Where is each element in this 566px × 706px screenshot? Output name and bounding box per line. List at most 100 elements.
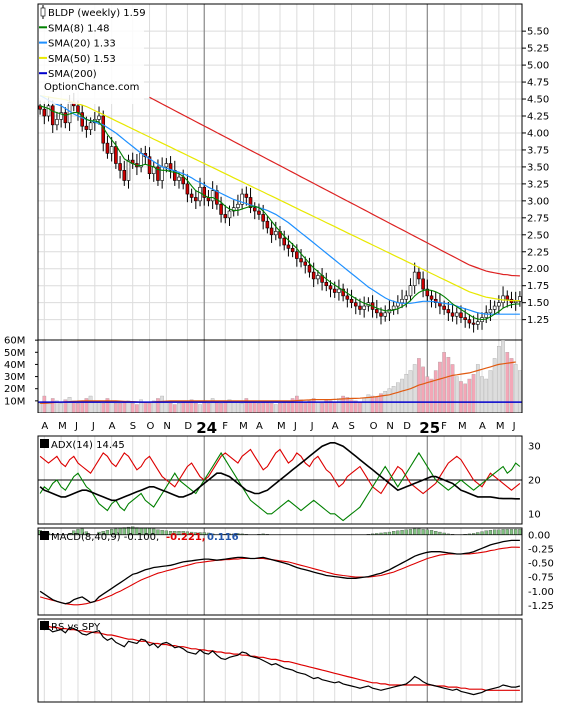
candle-body [164,163,169,168]
volume-bar [42,395,47,414]
price-tick-label: 2.00 [527,264,549,275]
volume-bar [185,401,190,414]
macd-signal-value: -0.221, [166,532,206,543]
candle-body [252,207,257,212]
volume-bar [240,403,244,414]
candle-body [383,312,387,317]
volume-tick-label: 10M [4,396,25,407]
candle-body [114,146,118,164]
volume-tick-label: 30M [4,372,25,383]
rs-moving-average-line [39,624,520,691]
x-tick-label: O [370,421,378,432]
x-tick-label: M [58,421,67,432]
x-tick-label: A [109,421,116,432]
rs-panel: RS vs SPY [37,618,523,703]
candle-body [316,275,320,280]
macd-histogram-bar [404,529,408,535]
volume-bar [67,397,72,414]
candle-body [417,271,421,280]
price-tick-label: 4.25 [527,112,549,123]
candle-body [198,186,202,202]
volume-bar [497,346,501,414]
x-tick-label: D [184,421,192,432]
volume-bar [400,378,404,414]
watermark: OptionChance.com [44,82,139,93]
candle-body [345,295,350,300]
price-tick-label: 1.50 [527,298,549,309]
volume-bar [88,395,93,414]
volume-bar [122,401,127,414]
macd-histogram-bar [505,529,509,535]
macd-panel: 0.00 -0.25 -0.50 -0.75 -1.00 -1.25 MACD(8,40,9… [37,526,554,616]
minus-di-line [39,448,521,495]
candle-body [425,288,430,297]
x-tick-label: J [74,421,78,432]
candle-body [286,244,291,249]
volume-tick-label: 20M [4,384,25,395]
volume-bar [130,403,135,414]
price-tick-label: 1.25 [527,315,549,326]
volume-bar [273,404,278,414]
candle-body [46,105,51,117]
macd-histogram-bar [438,531,442,535]
volume-bar [219,403,223,414]
sma200-line [149,96,520,277]
candle-body [126,159,131,181]
macd-tick-label: -1.25 [528,601,554,612]
macd-tick-label: -1.00 [528,587,554,598]
price-tick-label: 3.00 [527,196,549,207]
candle-body [450,312,455,317]
candle-body [492,305,497,310]
x-tick-label: M [239,421,248,432]
volume-bar [38,403,42,414]
volume-bar [193,403,198,414]
candle-body [332,288,337,293]
candle-body [118,163,122,171]
volume-bar [471,373,476,414]
candle-body [513,301,518,303]
candle-body [337,288,341,293]
price-tick-label: 3.25 [527,179,549,190]
adx-panel: 30 20 10 ADX(14) 14.45 [37,435,541,525]
macd-histogram-bar [392,531,396,535]
candle-body [497,302,501,307]
volume-bar [509,358,514,414]
macd-histogram-bar [387,531,392,535]
macd-histogram-bar [421,529,425,535]
candle-body [404,295,409,300]
x-tick-label: 24 [196,419,217,437]
candle-body [408,285,413,297]
macd-histogram-bar [160,530,164,535]
macd-histogram-bar [413,528,417,535]
candle-body [412,271,417,286]
x-tick-label: 25 [419,419,440,437]
candle-body [80,112,84,127]
legend-label: BLDP (weekly) 1.59 [48,8,146,19]
volume-bar [316,401,320,414]
candle-body [282,237,286,246]
volume-bar [311,398,316,414]
candle-body [194,197,198,202]
macd-histogram-bar [417,528,421,535]
candle-body [189,193,194,198]
volume-bar [76,403,80,414]
adx-legend-swatch [40,439,49,448]
candle-body [295,251,299,259]
volume-bar [50,398,55,414]
macd-tick-label: -0.75 [528,573,554,584]
price-tick-label: 3.50 [527,162,549,173]
x-tick-label: N [386,421,393,432]
macd-histogram-bar [480,531,484,535]
x-tick-label: M [496,421,505,432]
rs-legend-swatch [40,621,49,630]
candle-body [379,312,383,317]
volume-bar [484,378,489,414]
macd-legend-swatch [40,531,49,540]
volume-bar [404,373,409,414]
candle-body [358,305,362,310]
x-tick-label: M [277,421,286,432]
volume-bar [198,404,202,414]
x-tick-label: A [479,421,486,432]
